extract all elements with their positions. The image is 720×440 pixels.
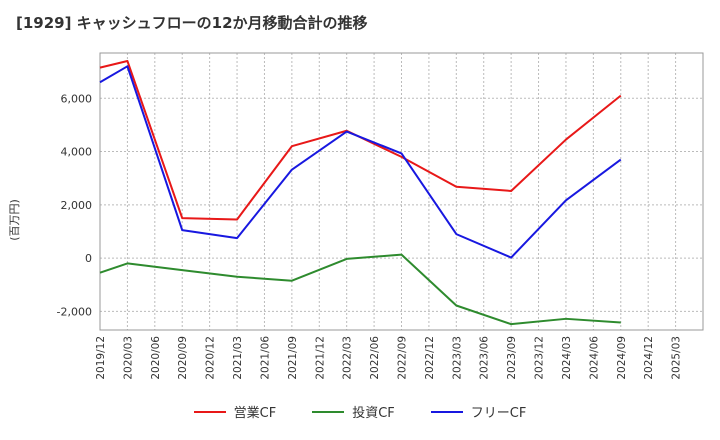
x-axis-ticks: 2019/12 2020/03 2020/06 2020/09 2020/12 2021/…	[95, 336, 683, 380]
x-tick-label: 2024/12	[643, 336, 655, 380]
x-tick-label: 2020/12	[205, 336, 217, 380]
chart-title: [1929] キャッシュフローの12か月移動合計の推移	[16, 14, 368, 32]
x-tick-label: 2022/03	[342, 336, 354, 380]
grid-lines	[100, 53, 703, 330]
legend-item: 営業CF	[193, 402, 277, 421]
x-tick-label: 2023/06	[479, 336, 491, 380]
x-tick-label: 2025/03	[671, 336, 683, 380]
legend-swatch	[312, 410, 345, 413]
x-tick-label: 2020/06	[150, 336, 162, 380]
legend-label: フリーCF	[470, 406, 527, 421]
legend-item: フリーCF	[430, 402, 527, 421]
legend-label: 投資CF	[352, 406, 395, 421]
legend-swatch	[193, 410, 226, 413]
y-tick-label: 0	[85, 252, 92, 265]
y-tick-label: 4,000	[61, 146, 93, 159]
x-tick-label: 2019/12	[95, 336, 107, 380]
x-tick-label: 2021/06	[259, 336, 271, 380]
y-axis-ticks: 6,000 4,000 2,000 0 -2,000	[57, 92, 92, 318]
x-tick-label: 2021/03	[232, 336, 244, 380]
x-tick-label: 2024/03	[561, 336, 573, 380]
y-tick-label: 6,000	[61, 92, 93, 105]
y-tick-label: 2,000	[61, 199, 93, 212]
x-tick-label: 2022/09	[397, 336, 409, 380]
series-line-1	[99, 253, 621, 326]
x-tick-label: 2023/09	[506, 336, 518, 380]
legend-swatch	[430, 410, 463, 413]
x-tick-label: 2024/06	[588, 336, 600, 380]
x-tick-label: 2022/12	[424, 336, 436, 380]
x-tick-label: 2021/09	[287, 336, 299, 380]
series-line-0	[99, 59, 622, 221]
x-tick-label: 2020/09	[177, 336, 189, 380]
x-tick-label: 2022/06	[369, 336, 381, 380]
legend: 営業CF 投資CF フリーCF	[0, 402, 720, 421]
y-tick-label: -2,000	[57, 305, 92, 318]
legend-label: 営業CF	[233, 406, 277, 421]
plot-area-frame	[99, 52, 704, 331]
x-tick-label: 2023/03	[451, 336, 463, 380]
x-tick-label: 2020/03	[122, 336, 134, 380]
series-lines	[99, 59, 622, 326]
x-tick-label: 2024/09	[616, 336, 628, 380]
x-tick-label: 2021/12	[314, 336, 326, 380]
x-tick-label: 2023/12	[534, 336, 546, 380]
series-line-2	[99, 65, 622, 259]
legend-item: 投資CF	[312, 402, 395, 421]
